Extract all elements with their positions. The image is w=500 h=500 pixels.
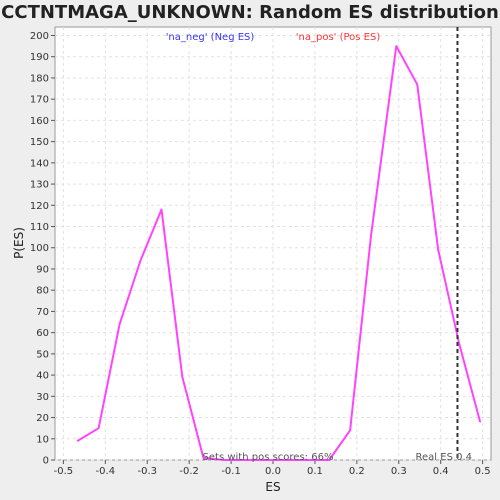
data-point — [286, 459, 289, 461]
x-tick-label: -0.3 — [137, 466, 157, 477]
y-tick-label: 110 — [30, 222, 49, 233]
data-point — [416, 83, 419, 86]
data-point — [437, 249, 439, 251]
data-point — [395, 45, 398, 47]
real-es-annotation: Real ES 0.4 — [416, 452, 472, 463]
data-point — [265, 459, 268, 461]
legend-pos-label: 'na_pos' (Pos ES) — [296, 32, 381, 43]
data-point — [118, 323, 121, 325]
data-point — [181, 376, 184, 379]
y-axis-ticks: 0 10 20 30 40 50 60 70 80 90 100 110 120 130 140 150 160… — [30, 31, 55, 467]
y-tick-label: 90 — [36, 264, 49, 275]
x-tick-label: 0.4 — [433, 466, 449, 477]
legend-neg-label: 'na_neg' (Neg ES) — [166, 32, 255, 43]
x-tick-label: -0.1 — [221, 466, 241, 477]
data-point — [479, 420, 481, 423]
data-point — [244, 459, 247, 461]
data-point — [97, 427, 100, 429]
y-tick-label: 180 — [30, 73, 49, 84]
data-point — [223, 459, 226, 461]
y-tick-label: 150 — [30, 137, 49, 148]
x-tick-label: 0.2 — [349, 466, 365, 477]
data-point — [202, 457, 205, 459]
y-tick-label: 60 — [36, 328, 49, 339]
data-point — [160, 208, 163, 211]
y-tick-label: 50 — [36, 349, 49, 360]
pos-scores-annotation: Sets with pos scores: 66% — [203, 452, 334, 463]
y-tick-label: 10 — [36, 434, 49, 445]
y-tick-label: 70 — [36, 307, 49, 318]
data-point — [328, 459, 330, 461]
y-tick-label: 160 — [30, 116, 49, 127]
data-point — [370, 234, 372, 236]
y-tick-label: 40 — [36, 371, 49, 382]
x-tick-label: 0.0 — [265, 466, 281, 477]
y-tick-label: 80 — [36, 286, 49, 297]
y-tick-label: 170 — [30, 95, 49, 106]
x-tick-label: -0.4 — [96, 466, 116, 477]
y-tick-label: 20 — [36, 413, 49, 424]
y-axis-label: P(ES) — [12, 227, 26, 259]
x-tick-label: -0.5 — [54, 466, 74, 477]
series-group — [76, 45, 482, 461]
x-tick-label: 0.3 — [391, 466, 407, 477]
data-point — [307, 459, 310, 461]
y-tick-label: 130 — [30, 180, 49, 191]
y-tick-label: 120 — [30, 201, 49, 212]
series-line — [77, 45, 482, 461]
x-axis-label: ES — [265, 480, 280, 494]
x-tick-label: 0.5 — [475, 466, 491, 477]
y-tick-label: 30 — [36, 392, 49, 403]
y-tick-label: 200 — [30, 31, 49, 42]
chart-title: CCTNTMAGA_UNKNOWN: Random ES distributio… — [1, 2, 499, 23]
data-point — [76, 440, 79, 442]
data-point — [139, 259, 142, 262]
data-point — [458, 342, 460, 345]
x-tick-label: 0.1 — [307, 466, 323, 477]
grid-lines — [55, 27, 491, 461]
y-tick-label: 0 — [43, 456, 49, 467]
y-tick-label: 190 — [30, 52, 49, 63]
y-tick-label: 140 — [30, 158, 49, 169]
y-tick-label: 100 — [30, 243, 49, 254]
x-tick-label: -0.2 — [179, 466, 199, 477]
data-point — [349, 429, 351, 432]
